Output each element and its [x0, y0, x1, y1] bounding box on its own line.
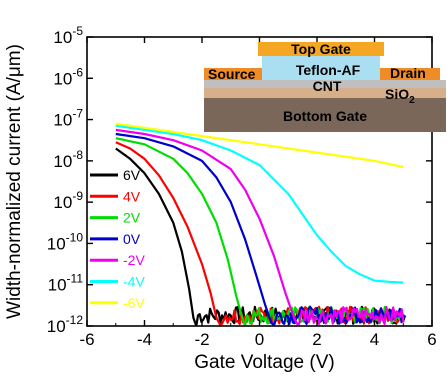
x-tick-label-2: -2 — [194, 330, 209, 349]
legend-label-1: 4V — [123, 188, 141, 204]
sio2-label-base: SiO — [385, 86, 409, 102]
x-tick-label-0: -6 — [79, 330, 94, 349]
legend-label-0: 6V — [123, 167, 141, 183]
y-axis-title: Width-normalized current (A/μm) — [4, 44, 25, 319]
y-tick-base-4: 10 — [53, 193, 72, 212]
sio2-layer — [204, 88, 446, 98]
y-tick-label-5: 10-10 — [47, 230, 84, 253]
y-tick-exp-1: -6 — [72, 65, 83, 79]
series-line-5 — [115, 124, 404, 284]
y-tick-base-7: 10 — [47, 317, 66, 336]
y-tick-exp-7: -12 — [66, 313, 84, 327]
series-layer — [115, 122, 407, 326]
axes-layer: -6 -4 -2 0 2 4 610-510-610-710-810-910-1010-11… — [4, 24, 437, 373]
x-tick-label-5: 4 — [370, 330, 379, 349]
x-tick-label-1: -4 — [137, 330, 152, 349]
device-schematic-inset: Top Gate Source Teflon-AF Drain CNT SiO2… — [204, 41, 446, 132]
legend-label-4: -2V — [123, 252, 145, 268]
sio2-label: SiO2 — [385, 86, 415, 106]
y-tick-base-6: 10 — [48, 276, 67, 295]
y-tick-label-0: 10-5 — [53, 24, 83, 47]
y-tick-exp-0: -5 — [72, 24, 83, 38]
drain-label: Drain — [390, 65, 426, 81]
teflon-label: Teflon-AF — [296, 62, 361, 78]
series-line-1 — [115, 141, 405, 326]
y-tick-exp-5: -10 — [66, 230, 84, 244]
y-tick-base-2: 10 — [53, 111, 72, 130]
x-tick-label-6: 6 — [427, 330, 436, 349]
cnt-label: CNT — [313, 78, 342, 94]
drain-electrode — [380, 68, 440, 80]
teflon-layer — [262, 56, 380, 80]
top-gate-label: Top Gate — [291, 41, 351, 57]
legend: 6V 4V 2V 0V -2V -4V -6V — [90, 167, 145, 311]
y-tick-exp-6: -11 — [67, 272, 84, 286]
legend-label-6: -6V — [123, 295, 145, 311]
source-label: Source — [208, 66, 256, 82]
source-electrode — [204, 68, 262, 80]
y-tick-base-1: 10 — [53, 69, 72, 88]
legend-label-3: 0V — [123, 231, 141, 247]
series-line-6 — [115, 122, 404, 169]
y-tick-base-3: 10 — [53, 152, 72, 171]
top-gate-electrode — [258, 42, 384, 56]
series-line-3 — [115, 132, 406, 326]
y-tick-exp-2: -7 — [72, 107, 83, 121]
y-tick-base-0: 10 — [53, 28, 72, 47]
x-tick-label-3: 0 — [255, 330, 264, 349]
series-line-4 — [115, 128, 405, 326]
y-tick-label-6: 10-11 — [48, 272, 84, 295]
y-tick-label-7: 10-12 — [47, 313, 84, 336]
sio2-label-subscript: 2 — [409, 95, 415, 106]
y-tick-base-5: 10 — [47, 234, 66, 253]
bottom-gate-label: Bottom Gate — [283, 108, 367, 124]
x-axis-title: Gate Voltage (V) — [194, 352, 334, 373]
y-tick-label-1: 10-6 — [53, 65, 83, 88]
y-tick-label-4: 10-9 — [53, 189, 83, 212]
y-tick-label-2: 10-7 — [53, 107, 83, 130]
y-tick-label-3: 10-8 — [53, 148, 83, 171]
legend-label-2: 2V — [123, 210, 141, 226]
y-tick-exp-3: -8 — [72, 148, 83, 162]
y-tick-exp-4: -9 — [72, 189, 83, 203]
bottom-gate-layer — [204, 97, 446, 132]
cnt-layer — [204, 80, 446, 88]
x-tick-label-4: 2 — [312, 330, 321, 349]
legend-label-5: -4V — [123, 274, 145, 290]
